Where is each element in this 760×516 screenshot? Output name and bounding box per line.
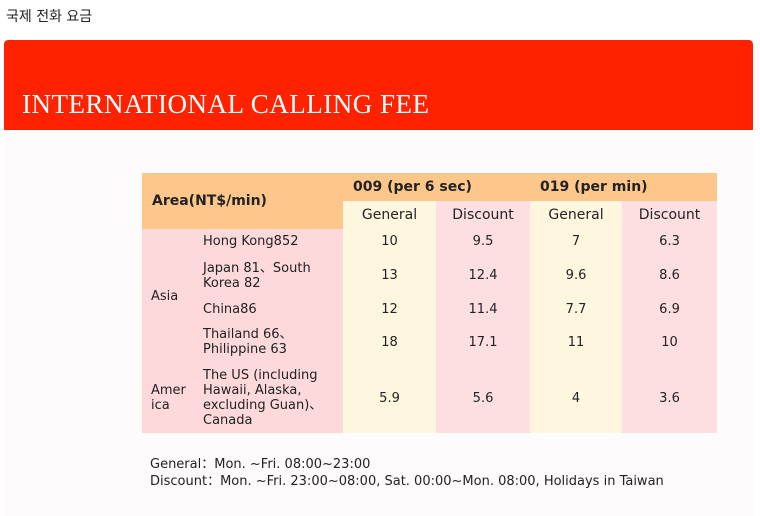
subheader-row: General Discount General Discount xyxy=(142,201,718,229)
title-banner: INTERNATIONAL CALLING FEE xyxy=(4,40,753,130)
table-row: Asia Hong Kong852 10 9.5 7 6.3 xyxy=(142,229,718,363)
country-label: The US (including xyxy=(203,368,318,383)
rate-cell: 11.4 xyxy=(436,297,531,321)
rate-table: Area(NT$/min) 009 (per 6 sec) 019 (per m… xyxy=(142,173,718,433)
country-label: Philippine 63 xyxy=(203,342,287,357)
subheader-general: General xyxy=(343,201,437,229)
plan-header-row: Area(NT$/min) 009 (per 6 sec) 019 (per m… xyxy=(142,173,718,229)
table-row: China86 12 11.4 7.7 6.9 xyxy=(142,297,718,321)
country-cell: Hong Kong852 xyxy=(198,229,344,254)
slide-image: INTERNATIONAL CALLING FEE Area(NT$/min) … xyxy=(4,40,753,516)
rate-cell: 9.5 xyxy=(436,229,531,254)
rate-cell: 12 xyxy=(343,297,437,321)
country-label: Hawaii, Alaska, xyxy=(203,383,302,398)
country-label: China86 xyxy=(203,301,257,317)
subheader-discount: Discount xyxy=(622,201,718,229)
country-cell: Thailand 66、 Philippine 63 xyxy=(198,321,344,363)
rate-cell: 7 xyxy=(530,229,623,254)
rate-cell: 10 xyxy=(343,229,437,254)
country-label: Hong Kong852 xyxy=(203,234,299,249)
region-label: Asia xyxy=(151,288,179,304)
region-label: ica xyxy=(151,398,170,413)
rate-cell: 11 xyxy=(530,321,623,363)
rate-cell: 6.9 xyxy=(622,297,718,321)
area-header: Area(NT$/min) xyxy=(142,173,344,229)
country-label: Japan 81、South xyxy=(203,260,311,276)
table-row: Thailand 66、 Philippine 63 18 17.1 11 10 xyxy=(142,321,718,363)
slide-title: INTERNATIONAL CALLING FEE xyxy=(22,89,430,119)
rate-cell: 8.6 xyxy=(622,254,718,297)
rate-cell: 13 xyxy=(343,254,437,297)
rate-cell: 9.6 xyxy=(530,254,623,297)
note-general-hours: General：Mon. ~Fri. 08:00~23:00 xyxy=(150,457,371,472)
country-cell: The US (including Hawaii, Alaska, exclud… xyxy=(198,363,344,433)
plan-019-header: 019 (per min) xyxy=(530,173,718,201)
table-row: Amer ica The US (including Hawaii, Alask… xyxy=(142,363,718,433)
rate-cell: 7.7 xyxy=(530,297,623,321)
country-label: excluding Guan)、 xyxy=(203,398,323,413)
rate-cell: 4 xyxy=(530,363,623,433)
subheader-discount: Discount xyxy=(436,201,531,229)
rate-cell: 12.4 xyxy=(436,254,531,297)
country-label: Korea 82 xyxy=(203,275,261,291)
rate-cell: 5.6 xyxy=(436,363,531,433)
subheader-general: General xyxy=(530,201,623,229)
rate-cell: 10 xyxy=(622,321,718,363)
country-label: Canada xyxy=(203,413,253,428)
region-cell-asia: Asia xyxy=(142,229,198,363)
rate-cell: 18 xyxy=(343,321,437,363)
region-cell-america: Amer ica xyxy=(142,363,198,433)
rate-cell: 17.1 xyxy=(436,321,531,363)
plan-009-header: 009 (per 6 sec) xyxy=(343,173,531,201)
table-row: Japan 81、South Korea 82 13 12.4 9.6 8.6 xyxy=(142,254,718,297)
rate-cell: 3.6 xyxy=(622,363,718,433)
rate-cell: 6.3 xyxy=(622,229,718,254)
country-cell: Japan 81、South Korea 82 xyxy=(198,254,344,297)
page-caption: 국제 전화 요금 xyxy=(6,9,93,25)
note-discount-hours: Discount：Mon. ~Fri. 23:00~08:00, Sat. 00… xyxy=(150,474,664,489)
country-cell: China86 xyxy=(198,297,344,321)
country-label: Thailand 66、 xyxy=(203,327,293,342)
rate-cell: 5.9 xyxy=(343,363,437,433)
region-label: Amer xyxy=(151,383,186,398)
